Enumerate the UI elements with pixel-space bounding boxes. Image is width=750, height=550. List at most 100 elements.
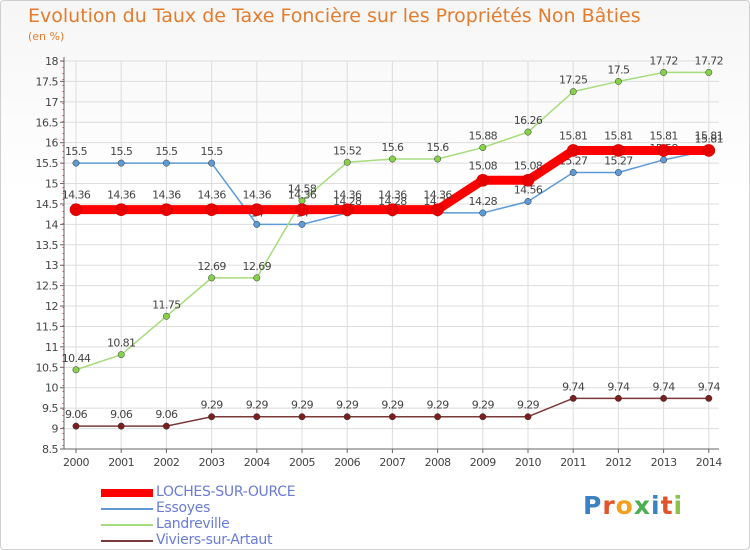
data-point: [614, 169, 622, 176]
x-tick-label: 2012: [605, 456, 631, 469]
y-tick-label: 15.5: [36, 157, 59, 170]
x-tick-label: 2008: [425, 456, 451, 469]
data-point: [250, 203, 264, 216]
x-tick-label: 2011: [560, 456, 586, 469]
data-point: [298, 220, 306, 228]
data-label: 14.28: [378, 195, 407, 208]
data-point: [208, 159, 216, 167]
proxiti-logo: Proxiti: [583, 491, 683, 520]
y-tick-label: 16: [45, 137, 58, 150]
logo-letter: x: [633, 491, 651, 520]
data-point: [660, 394, 668, 402]
data-label: 12.69: [243, 260, 272, 273]
y-tick-label: 11: [45, 341, 58, 354]
x-tick-label: 2002: [153, 456, 179, 469]
data-label: 9.06: [65, 408, 88, 421]
x-tick-label: 2009: [470, 456, 496, 469]
data-label: 14.36: [243, 189, 272, 202]
logo-letter: i: [673, 491, 684, 520]
y-tick-label: 9.5: [42, 402, 58, 415]
data-label: 9.29: [472, 399, 495, 412]
data-label: 9.29: [381, 399, 404, 412]
data-point: [114, 203, 128, 216]
y-tick-label: 11.5: [36, 320, 59, 333]
data-point: [479, 413, 487, 421]
x-tick-label: 2006: [334, 456, 360, 469]
data-label: 15.08: [514, 159, 543, 172]
data-label: 15.08: [469, 159, 498, 172]
data-label: 16.26: [514, 114, 543, 127]
data-point: [524, 198, 532, 205]
data-point: [205, 203, 218, 216]
data-label: 14.28: [333, 195, 362, 208]
data-label: 11.75: [152, 298, 181, 311]
logo-letter: P: [583, 491, 603, 520]
data-point: [117, 159, 125, 167]
data-point: [343, 158, 351, 166]
data-label: 15.52: [333, 144, 362, 157]
chart-title: Evolution du Taux de Taxe Foncière sur l…: [28, 5, 641, 27]
data-label: 14.28: [469, 195, 498, 208]
data-label: 14.36: [107, 189, 136, 202]
data-label: 15.81: [695, 132, 724, 145]
data-label: 14.36: [62, 189, 91, 202]
y-tick-label: 13: [45, 259, 58, 272]
logo-letter: i: [651, 491, 661, 520]
data-point: [160, 203, 173, 216]
data-label: 14.58: [288, 183, 317, 196]
data-label: 15.81: [695, 129, 724, 142]
y-tick-label: 16.5: [36, 116, 59, 129]
data-label: 15.6: [427, 141, 450, 154]
data-point: [660, 68, 668, 76]
data-point: [117, 351, 125, 359]
data-point: [117, 422, 125, 430]
data-point: [340, 203, 354, 216]
data-label: 14.36: [152, 189, 181, 202]
data-point: [476, 173, 490, 187]
legend-label: LOCHES-SUR-OURCE: [156, 484, 296, 500]
y-tick-label: 13.5: [36, 239, 59, 252]
y-tick-label: 17.5: [36, 75, 59, 88]
data-label: 9.06: [110, 408, 133, 421]
data-label: 9.74: [653, 380, 676, 393]
data-label: 15.5: [110, 145, 133, 158]
data-point: [253, 413, 261, 421]
y-tick-label: 15: [45, 178, 58, 191]
data-label: 9.29: [517, 399, 540, 412]
data-point: [162, 312, 170, 320]
y-tick-label: 14: [45, 218, 58, 231]
data-point: [386, 203, 399, 216]
logo-letter: o: [615, 491, 634, 520]
data-point: [162, 422, 170, 430]
x-tick-label: 2005: [289, 456, 315, 469]
y-tick-label: 8.5: [42, 443, 58, 456]
data-label: 9.29: [427, 399, 450, 412]
data-label: 14.56: [514, 183, 543, 196]
data-point: [524, 413, 532, 421]
x-tick-label: 2003: [199, 456, 225, 469]
data-label: 15.81: [604, 129, 633, 142]
data-point: [566, 144, 580, 157]
x-tick-label: 2014: [696, 456, 722, 469]
y-tick-label: 12: [45, 300, 58, 313]
data-label: 14.36: [333, 189, 362, 202]
data-label: 9.74: [698, 380, 721, 393]
y-tick-label: 12.5: [36, 280, 59, 293]
data-label: 15.27: [604, 154, 633, 167]
data-label: 15.88: [469, 130, 498, 143]
y-tick-label: 18: [45, 55, 58, 68]
data-point: [72, 366, 80, 374]
data-point: [612, 144, 625, 157]
y-tick-label: 10: [45, 382, 58, 395]
data-point: [660, 156, 668, 164]
data-label: 17.25: [559, 74, 588, 87]
data-label: 9.29: [336, 399, 359, 412]
data-point: [72, 159, 80, 167]
data-point: [702, 144, 716, 157]
data-point: [614, 77, 622, 85]
data-point: [434, 413, 442, 421]
data-label: 9.74: [607, 380, 630, 393]
data-label: 15.5: [155, 145, 178, 158]
data-label: 15.81: [559, 129, 588, 142]
